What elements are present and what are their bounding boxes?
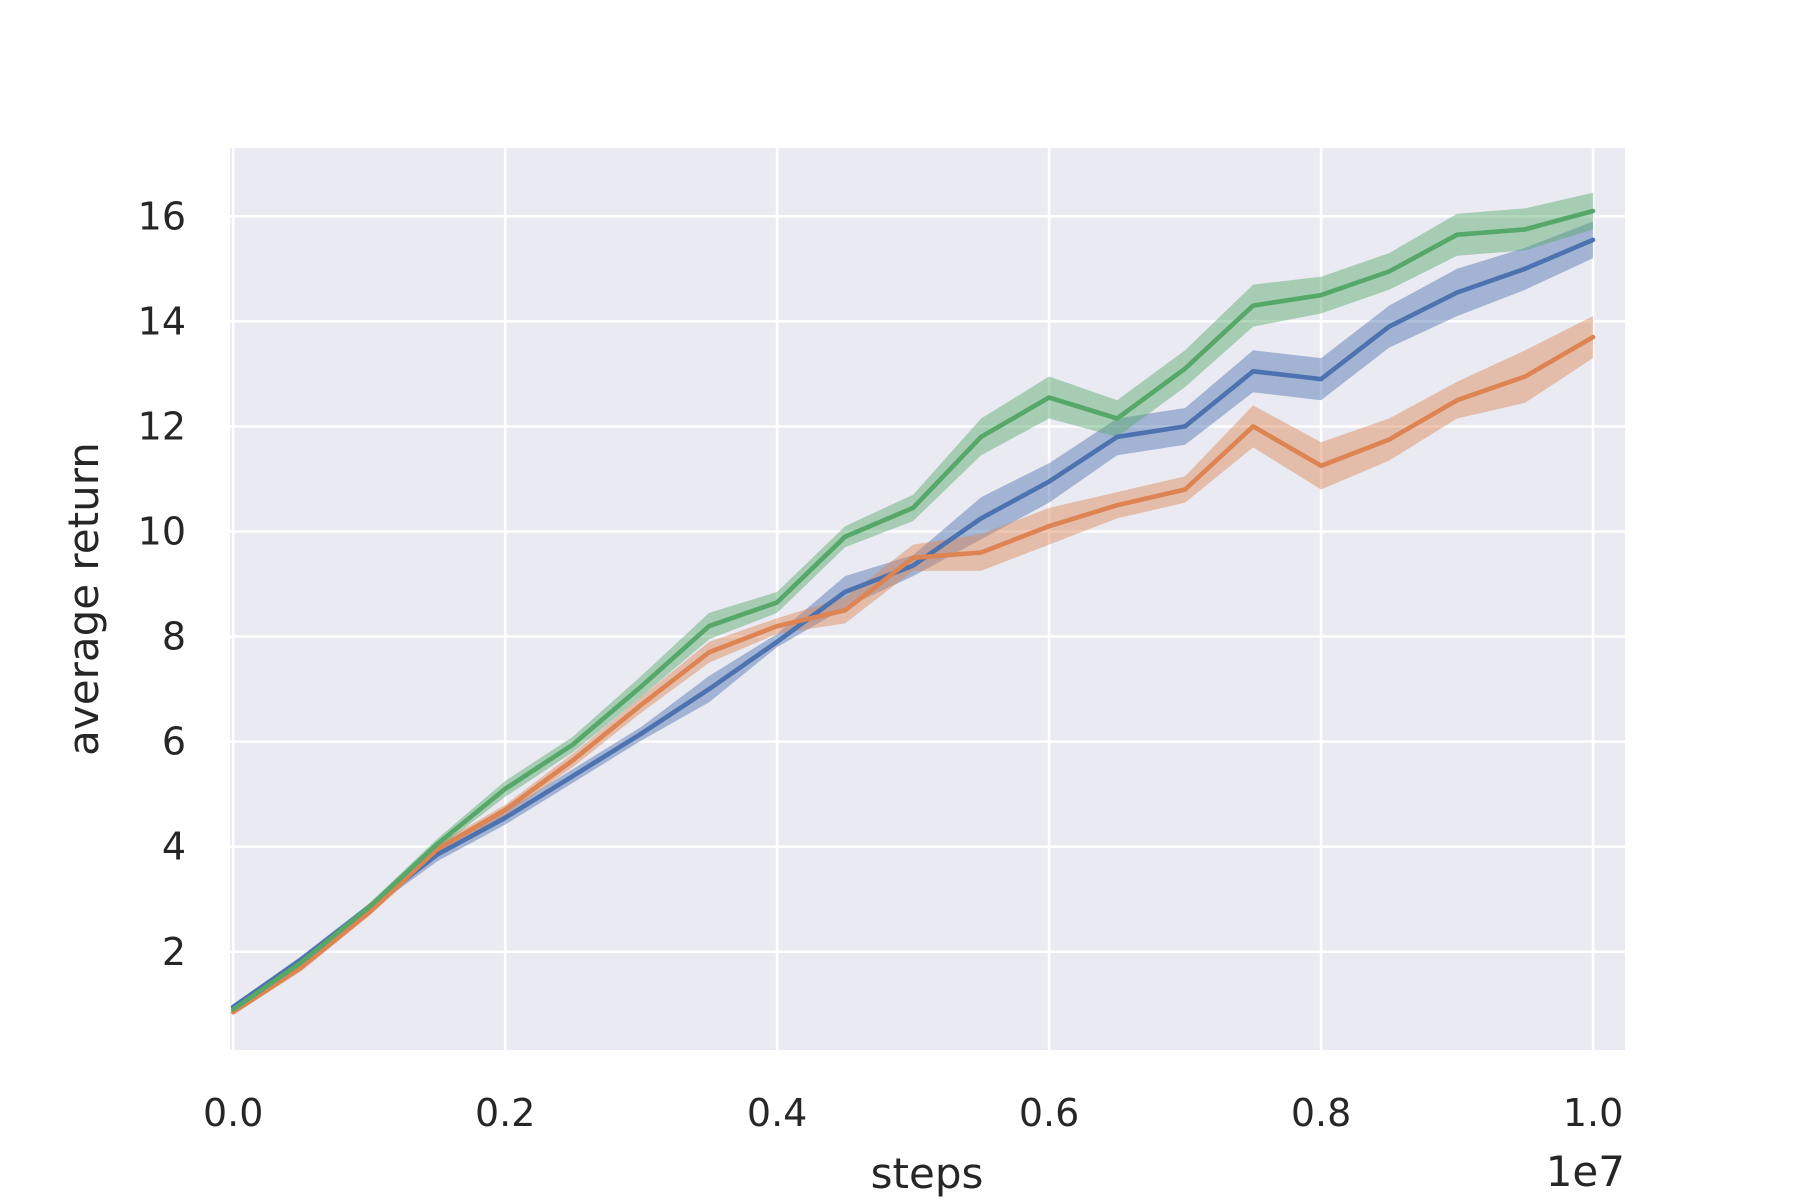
x-axis-label: steps (871, 1149, 984, 1198)
series-line-2 (230, 334, 1596, 1015)
y-axis-label: average return (59, 442, 108, 756)
confidence-bands (233, 192, 1594, 1015)
x-tick-label: 0.8 (1291, 1091, 1351, 1135)
x-tick-label: 0.6 (1019, 1091, 1079, 1135)
y-tick-label: 12 (138, 404, 186, 448)
y-tick-label: 2 (162, 930, 186, 974)
confidence-band-1 (233, 221, 1594, 1010)
y-tick-labels: 2 4 6 8 10 12 14 16 (138, 194, 186, 973)
y-tick-label: 8 (162, 615, 186, 659)
x-tick-label: 0.2 (475, 1091, 535, 1135)
gridlines (230, 148, 1625, 1050)
x-tick-labels: 0.0 0.2 0.4 0.6 0.8 1.0 (203, 1091, 1623, 1135)
confidence-band-2 (233, 316, 1594, 1015)
y-tick-label: 6 (162, 720, 186, 764)
x-tick-label: 0.4 (747, 1091, 807, 1135)
series-line-1 (230, 237, 1596, 1010)
plot-area (230, 148, 1625, 1050)
x-axis-offset-label: 1e7 (1546, 1147, 1625, 1196)
y-tick-label: 16 (138, 194, 186, 238)
x-tick-label: 0.0 (203, 1091, 263, 1135)
series-line-3 (230, 208, 1596, 1012)
y-tick-label: 10 (138, 509, 186, 553)
x-tick-label: 1.0 (1563, 1091, 1623, 1135)
y-tick-label: 4 (162, 825, 186, 869)
y-tick-label: 14 (138, 299, 186, 343)
series-lines (230, 208, 1596, 1015)
